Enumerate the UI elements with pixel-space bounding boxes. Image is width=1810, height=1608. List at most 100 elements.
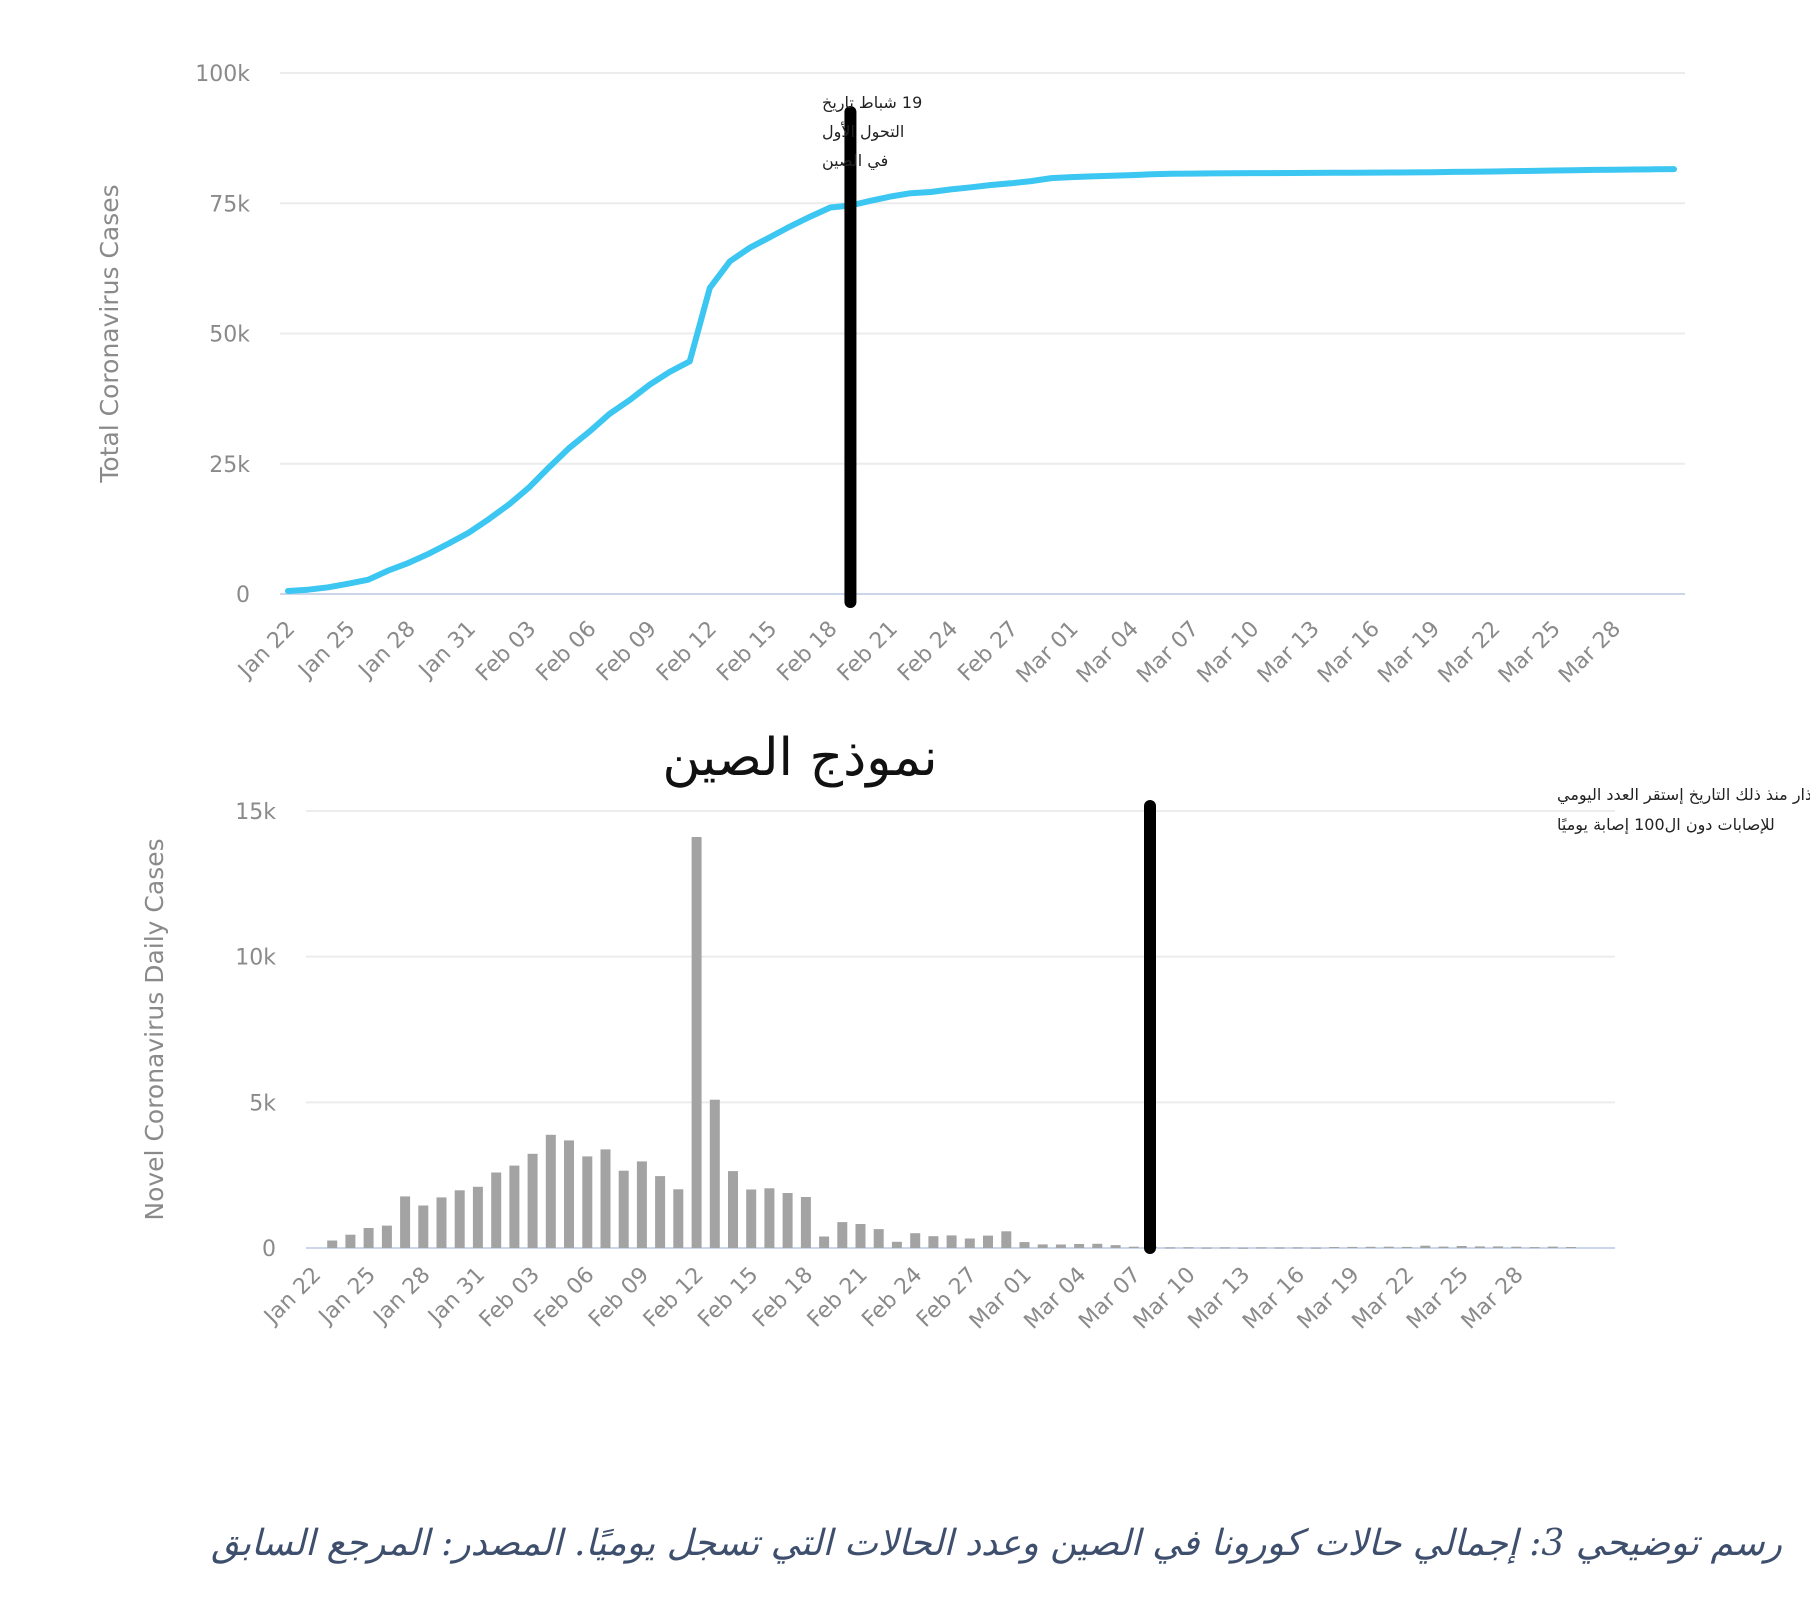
daily-cases-bar — [1092, 1243, 1103, 1248]
y-tick-label: 50k — [209, 323, 250, 348]
x-tick-label: Jan 28 — [368, 1263, 436, 1331]
daily-cases-bar — [345, 1234, 356, 1248]
daily-cases-bar — [545, 1134, 556, 1248]
y-tick-label: 75k — [209, 192, 250, 217]
y-tick-label: 100k — [195, 62, 250, 87]
daily-cases-bar — [527, 1153, 538, 1248]
daily-cases-bar — [1511, 1246, 1522, 1248]
daily-cases-bar — [600, 1149, 611, 1248]
x-tick-label: Feb 15 — [712, 617, 782, 687]
x-tick-label: Mar 28 — [1554, 617, 1626, 689]
daily-cases-bar — [746, 1189, 757, 1248]
x-tick-label: Mar 10 — [1193, 617, 1265, 689]
daily-cases-bar — [855, 1224, 866, 1248]
daily-cases-bar — [1493, 1246, 1504, 1248]
x-tick-label: Feb 09 — [592, 617, 662, 687]
daily-cases-bar — [1055, 1244, 1066, 1248]
x-tick-label: Feb 15 — [693, 1263, 763, 1333]
daily-cases-bar — [837, 1222, 848, 1248]
daily-cases-bar — [1347, 1246, 1358, 1248]
daily-cases-bar — [1529, 1247, 1540, 1249]
x-tick-label: Mar 19 — [1373, 617, 1445, 689]
x-tick-label: Feb 18 — [748, 1263, 818, 1333]
x-tick-label: Jan 25 — [313, 1263, 381, 1331]
daily-cases-bar — [764, 1188, 775, 1248]
daily-cases-bar — [1310, 1247, 1321, 1249]
y-axis-title: Novel Coronavirus Daily Cases — [140, 838, 169, 1220]
daily-cases-bar — [1037, 1244, 1048, 1248]
daily-cases-bar — [1456, 1246, 1467, 1248]
x-tick-label: Mar 07 — [1132, 617, 1204, 689]
daily-cases-bar — [1329, 1247, 1340, 1248]
daily-cases-bar — [946, 1235, 957, 1248]
daily-cases-bar — [1238, 1247, 1249, 1249]
figure-caption: رسم توضيحي 3: إجمالي حالات كورونا في الص… — [211, 1523, 1783, 1564]
annotation-note-line: في الصين — [822, 151, 888, 171]
x-tick-label: Feb 24 — [893, 617, 963, 687]
annotation-note-line: للإصابات دون ال100 إصابة يوميًا — [1557, 815, 1775, 835]
x-tick-label: Mar 22 — [1434, 617, 1506, 689]
x-tick-label: Feb 21 — [803, 1263, 873, 1333]
daily-cases-bar — [1474, 1246, 1485, 1248]
daily-cases-bar — [1420, 1245, 1431, 1248]
daily-cases-bar — [928, 1236, 939, 1248]
daily-cases-bar — [1292, 1247, 1303, 1249]
daily-cases-bar — [1201, 1247, 1212, 1249]
daily-cases-bar — [491, 1172, 502, 1248]
x-tick-label: Feb 12 — [652, 617, 722, 687]
china-model-title: نموذج الصين — [662, 728, 937, 788]
daily-cases-bar — [1219, 1247, 1230, 1249]
daily-cases-bar — [655, 1176, 666, 1248]
daily-cases-bar — [910, 1233, 921, 1248]
daily-cases-bar — [327, 1240, 338, 1248]
x-tick-label: Mar 28 — [1457, 1263, 1529, 1335]
daily-cases-bar — [636, 1161, 647, 1248]
x-tick-label: Jan 22 — [232, 617, 300, 685]
x-tick-label: Feb 03 — [475, 1263, 545, 1333]
daily-cases-bar — [709, 1099, 720, 1248]
daily-cases-bar — [1402, 1246, 1412, 1248]
x-tick-label: Mar 04 — [1072, 617, 1144, 689]
daily-cases-bar — [418, 1205, 429, 1248]
daily-cases-bar — [472, 1186, 483, 1248]
daily-cases-bar — [1383, 1246, 1394, 1248]
daily-cases-bar — [1019, 1242, 1030, 1248]
y-tick-label: 15k — [235, 800, 276, 825]
daily-cases-bar — [1547, 1246, 1558, 1248]
daily-cases-bar — [1110, 1245, 1121, 1248]
daily-cases-bar — [618, 1170, 629, 1248]
x-tick-label: Jan 28 — [353, 617, 421, 685]
daily-cases-bar — [782, 1193, 793, 1248]
daily-cases-bar — [381, 1225, 392, 1248]
y-axis-title: Total Coronavirus Cases — [95, 184, 124, 483]
x-tick-label: Jan 22 — [258, 1263, 326, 1331]
x-tick-label: Mar 16 — [1313, 617, 1385, 689]
annotation-note-line: التحول الأول — [822, 121, 904, 142]
daily-cases-bar — [564, 1140, 574, 1248]
x-tick-label: Feb 12 — [639, 1263, 709, 1333]
daily-cases-bar — [509, 1165, 520, 1248]
daily-cases-bar — [691, 837, 702, 1248]
annotation-note-line: 19 شباط تاريخ — [822, 93, 922, 113]
x-tick-label: Feb 09 — [584, 1263, 654, 1333]
daily-cases-bar — [673, 1189, 684, 1248]
daily-cases-bar — [983, 1235, 993, 1248]
x-tick-label: Jan 25 — [293, 617, 361, 685]
y-tick-label: 5k — [249, 1091, 276, 1116]
x-tick-label: Mar 25 — [1494, 617, 1566, 689]
x-tick-label: Jan 31 — [413, 617, 481, 685]
x-tick-label: Feb 21 — [833, 617, 903, 687]
daily-cases-bar — [582, 1156, 593, 1248]
x-tick-label: Feb 03 — [471, 617, 541, 687]
daily-cases-bar — [1274, 1247, 1285, 1249]
daily-cases-bar — [1365, 1246, 1376, 1248]
daily-cases-bar — [400, 1196, 411, 1248]
daily-cases-bar — [436, 1197, 447, 1248]
annotation-note-line: 6 آذار منذ ذلك التاريخ إستقر العدد اليوم… — [1557, 785, 1810, 805]
daily-cases-bar — [363, 1228, 374, 1248]
y-tick-label: 10k — [235, 946, 276, 971]
daily-cases-bar — [1165, 1247, 1176, 1249]
